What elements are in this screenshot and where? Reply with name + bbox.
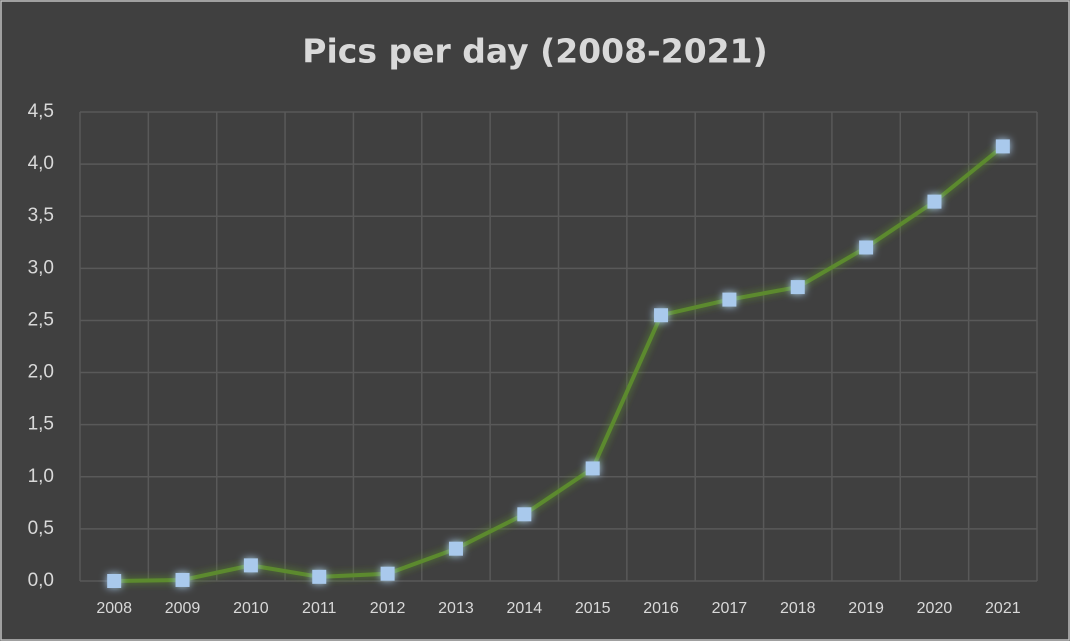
data-line — [114, 144, 1005, 583]
data-marker — [859, 240, 874, 255]
data-marker — [995, 139, 1010, 154]
y-tick-label: 0,5 — [28, 518, 54, 539]
data-marker — [585, 461, 600, 476]
data-marker — [312, 569, 327, 584]
y-tick-label: 1,0 — [28, 466, 54, 487]
x-tick-label: 2019 — [848, 600, 884, 617]
y-tick-label: 1,5 — [28, 414, 54, 435]
y-tick-label: 2,0 — [28, 362, 54, 383]
y-tick-label: 2,5 — [28, 309, 54, 330]
x-tick-label: 2009 — [165, 600, 201, 617]
x-tick-label: 2021 — [985, 600, 1021, 617]
y-tick-label: 4,0 — [28, 153, 54, 174]
data-marker — [927, 194, 942, 209]
x-tick-label: 2012 — [370, 600, 406, 617]
x-tick-label: 2020 — [917, 600, 953, 617]
x-tick-label: 2011 — [302, 600, 337, 617]
data-marker — [722, 292, 737, 307]
chart-title: Pics per day (2008-2021) — [302, 32, 767, 71]
data-marker — [790, 280, 805, 295]
data-marker — [107, 574, 122, 588]
data-marker — [380, 566, 395, 581]
x-tick-label: 2014 — [507, 600, 543, 617]
data-marker — [175, 572, 190, 587]
data-marker — [243, 558, 258, 573]
y-tick-label: 3,5 — [28, 205, 54, 226]
x-tick-label: 2008 — [96, 600, 132, 617]
y-tick-label: 0,0 — [28, 570, 54, 591]
y-tick-label: 4,5 — [28, 101, 54, 122]
x-tick-label: 2013 — [438, 600, 474, 617]
data-marker — [448, 541, 463, 556]
x-tick-label: 2018 — [780, 600, 816, 617]
x-tick-label: 2010 — [233, 600, 269, 617]
x-tick-label: 2016 — [643, 600, 679, 617]
x-tick-label: 2015 — [575, 600, 611, 617]
data-marker — [517, 507, 532, 522]
y-tick-label: 3,0 — [28, 257, 54, 278]
x-tick-label: 2017 — [712, 600, 748, 617]
data-marker — [654, 308, 669, 323]
